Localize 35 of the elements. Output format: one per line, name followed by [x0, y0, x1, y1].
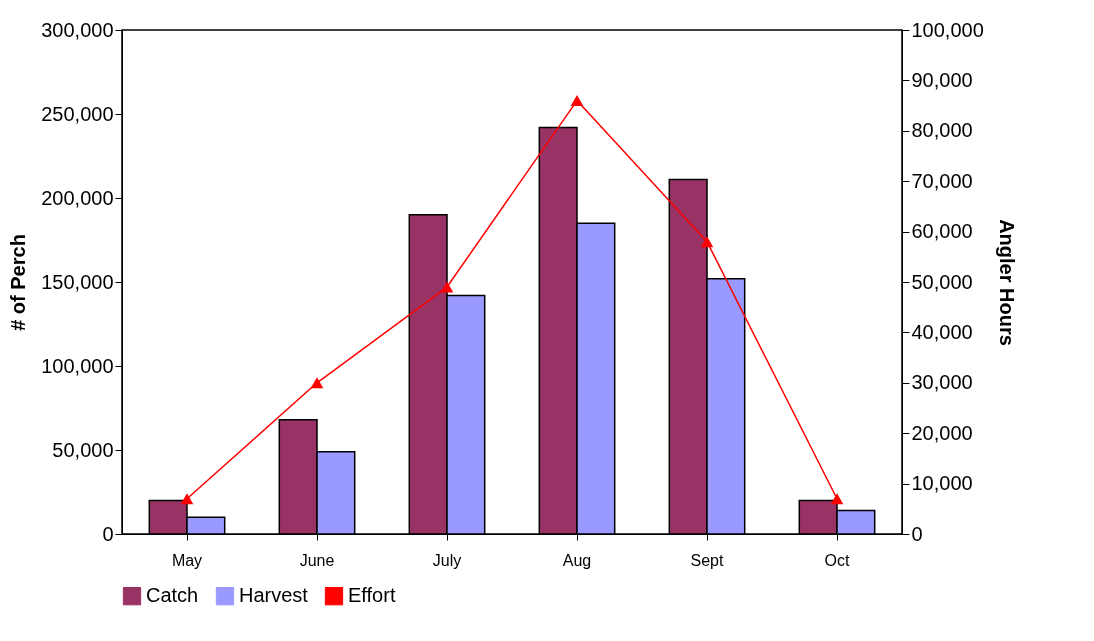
legend-label: Effort: [348, 584, 396, 607]
y2-axis-title: Angler Hours: [995, 219, 1018, 346]
legend-label: Catch: [146, 584, 199, 607]
x-tick-label: Aug: [562, 551, 592, 569]
y-axis-title: # of Perch: [7, 234, 30, 331]
y2-tick-label: 100,000: [911, 18, 984, 41]
y2-tick-label: 90,000: [911, 68, 973, 91]
point: [180, 493, 194, 505]
y2-tick-label: 30,000: [911, 371, 973, 394]
point: [570, 95, 584, 107]
y-tick-label: 100,000: [41, 354, 114, 377]
y-tick-label: 200,000: [41, 186, 114, 209]
y2-tick-label: 60,000: [911, 220, 973, 243]
x-tick-label: Oct: [824, 551, 850, 569]
x-tick-label: Sept: [690, 551, 725, 569]
point: [700, 236, 714, 248]
y2-tick-label: 70,000: [911, 169, 973, 192]
x-tick-label: July: [432, 551, 462, 569]
y2-tick-label: 40,000: [911, 320, 973, 343]
y-tick-label: 0: [102, 522, 114, 545]
point: [440, 281, 454, 293]
y2-tick-label: 10,000: [911, 472, 973, 495]
y-tick-label: 250,000: [41, 102, 114, 125]
y2-tick-label: 50,000: [911, 270, 973, 293]
x-tick-label: June: [299, 551, 335, 569]
y2-tick-label: 20,000: [911, 421, 973, 444]
y-tick-label: 150,000: [41, 270, 114, 293]
point: [830, 493, 844, 505]
y-tick-label: 300,000: [41, 18, 114, 41]
y2-tick-label: 0: [911, 522, 923, 545]
legend-label: Harvest: [239, 584, 309, 607]
y-tick-label: 50,000: [52, 438, 114, 461]
y2-tick-label: 80,000: [911, 119, 973, 142]
x-tick-label: May: [171, 551, 203, 569]
point: [310, 377, 324, 389]
